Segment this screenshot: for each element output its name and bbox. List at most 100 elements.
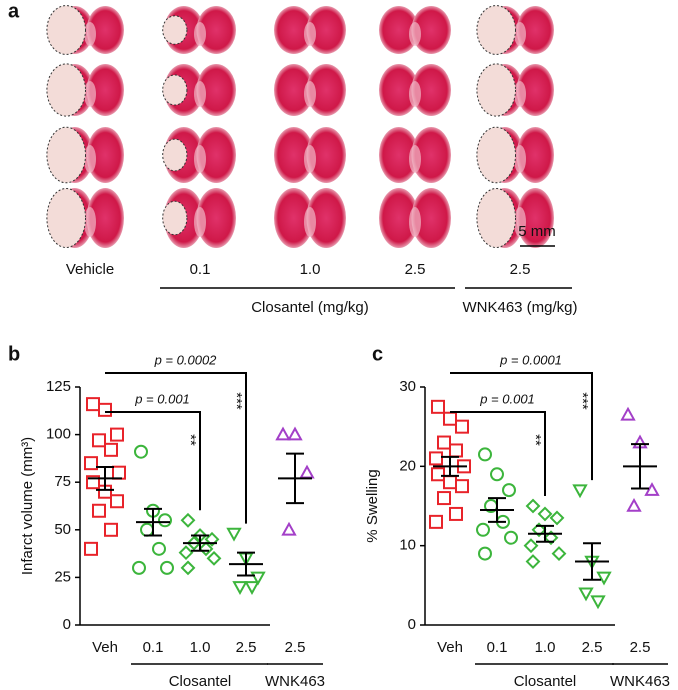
lesion: [476, 5, 517, 55]
data-point: [275, 426, 291, 441]
data-point: [490, 467, 504, 482]
data-point: [112, 465, 126, 480]
ventricle: [304, 81, 316, 107]
brain-slice: [274, 6, 314, 54]
ventricle: [514, 22, 526, 46]
data-point: [104, 522, 118, 537]
data-point: [110, 494, 124, 509]
data-point: [523, 538, 539, 554]
data-point: [443, 411, 457, 426]
brain-slice: [516, 64, 554, 116]
x-tick-label: 2.5: [582, 639, 603, 656]
data-point: [84, 541, 98, 556]
data-point: [244, 581, 260, 595]
data-point: [104, 442, 118, 457]
brain-slice: [306, 188, 347, 248]
error-bar: [488, 497, 506, 523]
p-value: p = 0.0002: [154, 352, 218, 367]
data-point: [525, 554, 541, 569]
data-point: [504, 530, 518, 545]
data-point: [443, 475, 457, 490]
x-tick-label: 2.5: [236, 639, 257, 656]
brain-slice: [411, 127, 452, 183]
ventricle: [409, 207, 421, 237]
data-point: [86, 397, 100, 412]
data-point: [525, 498, 541, 514]
data-point: [92, 433, 106, 448]
data-point: [437, 435, 451, 450]
ventricle: [409, 81, 421, 107]
error-bar: [583, 542, 601, 581]
brain-slice: [411, 6, 452, 54]
brain-slice: [516, 6, 554, 54]
brain-slice: [379, 188, 419, 248]
y-tick-label: 25: [54, 568, 71, 585]
data-point: [502, 483, 516, 498]
ventricle: [304, 22, 316, 46]
brain-slice: [86, 127, 125, 183]
data-point: [204, 531, 220, 547]
data-point: [178, 545, 194, 561]
data-point: [578, 587, 594, 602]
brain-slice: [306, 127, 347, 183]
data-point: [626, 497, 642, 512]
significance-stars: ***: [574, 392, 591, 410]
error-bar: [191, 534, 209, 552]
scale-bar-label: 5 mm: [518, 223, 556, 240]
brain-slice: [516, 127, 554, 183]
ventricle: [304, 207, 316, 237]
data-point: [98, 402, 112, 417]
data-point: [134, 444, 148, 459]
brain-slice: [274, 188, 314, 248]
error-bar: [441, 455, 459, 477]
brain-slice: [274, 64, 314, 116]
significance-stars: **: [182, 434, 199, 446]
x-tick-label: 2.5: [630, 639, 651, 656]
data-point: [537, 506, 553, 522]
data-point: [431, 467, 445, 482]
data-point: [551, 546, 567, 562]
comparison-bracket: [105, 372, 247, 524]
group-label: Closantel (mg/kg): [251, 299, 369, 316]
data-point: [572, 484, 588, 499]
x-tick-label: 1.0: [190, 639, 211, 656]
ventricle: [304, 145, 316, 173]
lesion: [46, 63, 86, 117]
brain-slice: [86, 6, 125, 54]
brain-slice: [86, 188, 125, 248]
brain-slice: [411, 188, 452, 248]
data-point: [250, 571, 266, 586]
ventricle: [514, 207, 526, 237]
dose-label: 1.0: [300, 261, 321, 278]
data-point: [180, 512, 196, 528]
lesion: [162, 15, 188, 45]
error-bar: [96, 465, 114, 491]
data-point: [543, 530, 559, 546]
ventricle: [409, 22, 421, 46]
comparison-bracket: [450, 372, 593, 481]
y-tick-label: 0: [63, 616, 71, 633]
ventricle: [84, 145, 96, 173]
y-tick-label: 10: [399, 537, 416, 554]
p-value: p = 0.0001: [499, 352, 562, 367]
data-point: [449, 443, 463, 458]
data-point: [140, 522, 154, 537]
error-bar: [144, 507, 162, 537]
x-tick-label: Veh: [92, 639, 118, 656]
lesion: [46, 5, 86, 55]
ventricle: [84, 207, 96, 237]
panel-label: a: [8, 0, 20, 22]
group-label: WNK463: [265, 673, 325, 690]
x-tick-label: 0.1: [487, 639, 508, 656]
error-bar: [631, 443, 649, 490]
brain-slice: [86, 64, 125, 116]
ventricle: [194, 81, 206, 107]
x-tick-label: 0.1: [143, 639, 164, 656]
comparison-bracket: [450, 411, 546, 496]
ventricle: [84, 22, 96, 46]
lesion: [46, 126, 86, 184]
lesion: [46, 188, 86, 248]
brain-slice: [411, 64, 452, 116]
x-tick-label: 1.0: [535, 639, 556, 656]
error-bar: [237, 551, 255, 577]
